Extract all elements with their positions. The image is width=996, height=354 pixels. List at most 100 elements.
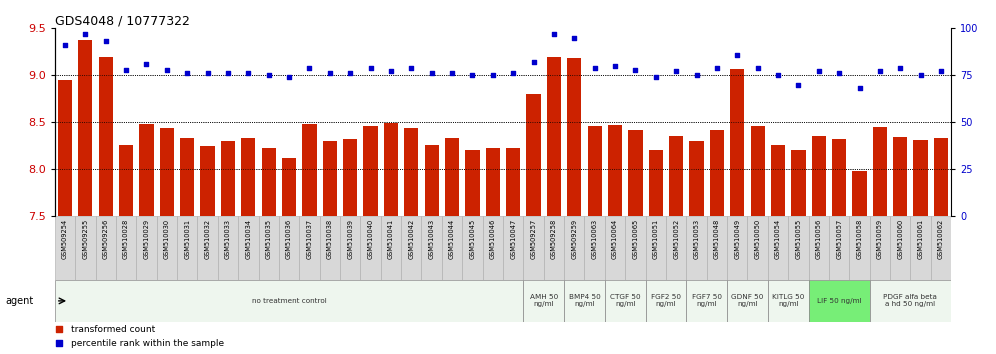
Bar — [853, 171, 867, 216]
Bar — [58, 80, 72, 216]
Point — [383, 69, 399, 74]
Bar — [200, 145, 215, 216]
Bar — [771, 145, 785, 216]
Point — [688, 73, 704, 78]
Bar — [645, 216, 666, 280]
Bar — [320, 216, 340, 280]
Point — [363, 65, 378, 70]
Point — [546, 31, 562, 37]
Bar — [177, 216, 197, 280]
Text: GSM510059: GSM510059 — [876, 219, 882, 259]
Point — [709, 65, 725, 70]
Text: GSM510042: GSM510042 — [408, 219, 414, 259]
Bar — [686, 216, 707, 280]
Bar — [401, 216, 421, 280]
Text: transformed count: transformed count — [71, 325, 155, 334]
Text: GSM510049: GSM510049 — [734, 219, 740, 259]
Bar — [809, 216, 829, 280]
Point — [668, 69, 684, 74]
Text: FGF7 50
ng/ml: FGF7 50 ng/ml — [691, 295, 722, 307]
Bar — [421, 216, 442, 280]
Text: GSM510053: GSM510053 — [693, 219, 699, 259]
Text: LIF 50 ng/ml: LIF 50 ng/ml — [817, 298, 862, 304]
Text: GDS4048 / 10777322: GDS4048 / 10777322 — [55, 14, 189, 27]
Point — [261, 73, 277, 78]
Bar — [303, 124, 317, 216]
Bar — [156, 216, 177, 280]
Bar — [605, 280, 645, 322]
Point — [872, 69, 887, 74]
Text: BMP4 50
ng/ml: BMP4 50 ng/ml — [569, 295, 601, 307]
Text: GSM510052: GSM510052 — [673, 219, 679, 259]
Bar — [832, 139, 847, 216]
Bar — [605, 216, 625, 280]
Bar — [218, 216, 238, 280]
Bar — [812, 136, 826, 216]
Point — [832, 70, 848, 76]
Point — [852, 86, 868, 91]
Bar — [686, 280, 727, 322]
Bar — [768, 216, 788, 280]
Bar — [79, 40, 93, 216]
Text: GSM510041: GSM510041 — [387, 219, 394, 259]
Text: GSM510043: GSM510043 — [428, 219, 434, 259]
Bar — [934, 138, 948, 216]
Point — [464, 73, 480, 78]
Point — [322, 70, 338, 76]
Bar — [139, 124, 153, 216]
Bar — [751, 126, 765, 216]
Bar — [462, 216, 483, 280]
Text: GSM510051: GSM510051 — [652, 219, 658, 259]
Point — [52, 326, 68, 332]
Point — [791, 82, 807, 87]
Text: GSM509257: GSM509257 — [531, 219, 537, 259]
Text: GSM510065: GSM510065 — [632, 219, 638, 259]
Text: GSM510034: GSM510034 — [245, 219, 251, 259]
Text: GSM510046: GSM510046 — [490, 219, 496, 259]
Bar — [159, 128, 174, 216]
Bar — [55, 280, 523, 322]
Bar — [628, 130, 642, 216]
Text: GSM510044: GSM510044 — [449, 219, 455, 259]
Bar — [323, 141, 337, 216]
Text: GSM510029: GSM510029 — [143, 219, 149, 259]
Text: GSM510032: GSM510032 — [204, 219, 210, 259]
Point — [627, 67, 643, 73]
Text: PDGF alfa beta
a hd 50 ng/ml: PDGF alfa beta a hd 50 ng/ml — [883, 295, 937, 307]
Bar — [343, 139, 358, 216]
Bar — [340, 216, 361, 280]
Bar — [564, 280, 605, 322]
Text: GSM510028: GSM510028 — [124, 219, 129, 259]
Bar — [727, 280, 768, 322]
Bar — [116, 216, 136, 280]
Text: GSM510039: GSM510039 — [348, 219, 354, 259]
Bar — [221, 141, 235, 216]
Bar — [608, 125, 622, 216]
Bar — [547, 57, 561, 216]
Text: AMH 50
ng/ml: AMH 50 ng/ml — [530, 295, 558, 307]
Bar — [669, 136, 683, 216]
Bar — [648, 150, 663, 216]
Text: GSM509259: GSM509259 — [572, 219, 578, 259]
Text: agent: agent — [5, 296, 33, 306]
Point — [647, 74, 663, 80]
Point — [78, 31, 94, 37]
Point — [587, 65, 603, 70]
Point — [770, 73, 786, 78]
Bar — [850, 216, 870, 280]
Bar — [55, 216, 75, 280]
Bar — [523, 280, 564, 322]
Bar — [710, 130, 724, 216]
Bar — [913, 140, 927, 216]
Point — [281, 74, 297, 80]
Text: GDNF 50
ng/ml: GDNF 50 ng/ml — [731, 295, 764, 307]
Text: GSM509258: GSM509258 — [551, 219, 557, 259]
Text: GSM510031: GSM510031 — [184, 219, 190, 259]
Point — [485, 73, 501, 78]
Point — [98, 39, 114, 44]
Bar — [727, 216, 747, 280]
Text: CTGF 50
ng/ml: CTGF 50 ng/ml — [610, 295, 640, 307]
Bar — [483, 216, 503, 280]
Bar — [523, 216, 544, 280]
Point — [240, 70, 256, 76]
